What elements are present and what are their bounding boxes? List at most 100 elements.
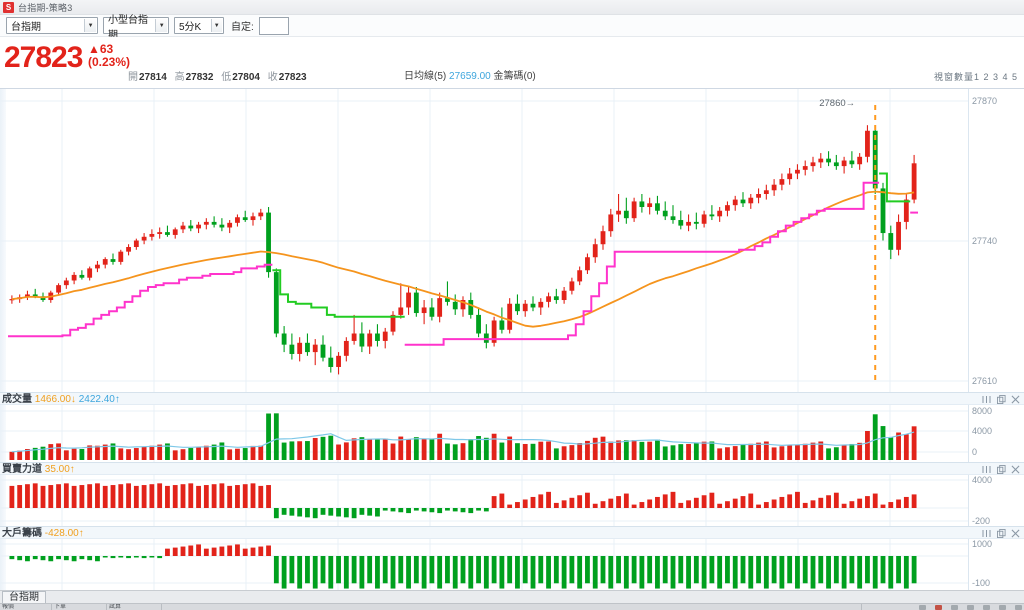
close-icon[interactable]	[1011, 529, 1020, 538]
ma-legend-label: 日均線(5)	[404, 71, 447, 82]
power-panel-rail	[0, 475, 6, 526]
price-axis: 27870 27740 27610	[968, 89, 1024, 392]
chips-axis-tick: 1000	[972, 539, 993, 549]
contract-select-value: 小型台指期	[108, 14, 148, 41]
change-percent: (0.23%)	[88, 55, 131, 69]
tray-icon[interactable]	[919, 605, 926, 610]
settings-sliders-icon[interactable]	[981, 529, 992, 538]
chips-panel-title: 大戶籌碼	[2, 528, 42, 539]
open-value: 27814	[139, 72, 167, 83]
status-bar-icons	[919, 604, 1022, 610]
power-panel-icons	[981, 463, 1020, 476]
bottom-tabbar: 台指期	[0, 590, 1024, 604]
status-cell-spacer	[162, 604, 862, 610]
interval-select-value: 5分K	[179, 22, 202, 33]
power-panel: 買賣力道 35.00↑ 4000 -200	[0, 462, 1024, 526]
price-axis-tick: 27740	[972, 236, 998, 246]
low-value: 27804	[232, 72, 260, 83]
grid-icon[interactable]	[967, 605, 974, 610]
power-chart-svg	[0, 475, 968, 526]
price-plot[interactable]: 27860→	[0, 89, 968, 392]
last-price: 27823	[4, 41, 83, 74]
interval-select[interactable]: 5分K ▼	[174, 17, 224, 34]
window-count-options[interactable]: 1 2 3 4 5	[973, 72, 1018, 82]
chips-axis-tick: -100	[972, 578, 991, 588]
volume-value-down: 1466.00↓	[34, 394, 76, 405]
chips-panel-icons	[981, 527, 1020, 540]
close-value: 27823	[278, 72, 307, 83]
list-icon[interactable]	[1015, 605, 1022, 610]
chart-toolbar: 台指期 ▼ 小型台指期 ▼ 5分K ▼ 自定:	[0, 15, 1024, 41]
chips-panel-rail	[0, 539, 6, 590]
window-titlebar: S 台指期-策略3	[0, 0, 1024, 15]
price-axis-tick: 27610	[972, 376, 998, 386]
copy-icon[interactable]	[997, 395, 1006, 404]
volume-plot[interactable]	[0, 405, 968, 462]
volume-panel-header: 成交量 1466.00↓ 2422.40↑	[0, 392, 1024, 405]
ma-legend-value: 27659.00	[449, 71, 491, 82]
volume-panel: 成交量 1466.00↓ 2422.40↑ 8000 4000 0	[0, 392, 1024, 462]
power-panel-title: 買賣力道	[2, 464, 42, 475]
change-absolute: ▲63	[88, 42, 114, 56]
price-panel: 27860→ 27870 27740 27610	[0, 89, 1024, 392]
close-label: 收	[267, 72, 278, 83]
power-plot[interactable]	[0, 475, 968, 526]
volume-axis: 8000 4000 0	[968, 405, 1024, 462]
status-cell[interactable]: 試算	[107, 604, 162, 610]
status-bar: 報價 下單 試算	[0, 603, 1024, 610]
price-axis-tick: 27870	[972, 96, 998, 106]
volume-value-up: 2422.40↑	[78, 394, 120, 405]
low-label: 低	[221, 72, 232, 83]
custom-interval-label: 自定:	[231, 22, 254, 33]
power-axis-tick: 4000	[972, 475, 993, 485]
window-count-control[interactable]: 視窗數量1 2 3 4 5	[934, 70, 1018, 83]
chips-panel: 大戶籌碼 -428.00↑ 1000 -100	[0, 526, 1024, 590]
settings-sliders-icon[interactable]	[981, 395, 992, 404]
high-label: 高	[174, 72, 185, 83]
ma-legend-extra: 金籌碼(0)	[493, 71, 536, 82]
chips-panel-header: 大戶籌碼 -428.00↑	[0, 526, 1024, 539]
chips-chart-svg	[0, 539, 968, 590]
tab-taiwan-futures[interactable]: 台指期	[2, 591, 46, 604]
ma-legend: 日均線(5) 27659.00 金籌碼(0)	[404, 67, 536, 82]
close-icon[interactable]	[1011, 395, 1020, 404]
bar-icon[interactable]	[983, 605, 990, 610]
status-cell[interactable]: 下單	[52, 604, 107, 610]
volume-chart-svg	[0, 405, 968, 462]
window-title: 台指期-策略3	[18, 2, 73, 13]
chevron-down-icon[interactable]: ▼	[155, 19, 167, 32]
custom-interval-input[interactable]	[258, 16, 289, 35]
copy-icon[interactable]	[997, 529, 1006, 538]
price-chart-svg: 27860→	[0, 89, 968, 392]
close-icon[interactable]	[1011, 465, 1020, 474]
power-value: 35.00↑	[44, 464, 75, 475]
volume-panel-icons	[981, 393, 1020, 406]
alert-icon[interactable]	[935, 605, 942, 610]
power-panel-header: 買賣力道 35.00↑	[0, 462, 1024, 475]
volume-axis-tick: 8000	[972, 406, 993, 416]
copy-icon[interactable]	[997, 465, 1006, 474]
volume-axis-tick: 4000	[972, 426, 993, 436]
volume-axis-tick: 0	[972, 447, 978, 457]
chevron-down-icon[interactable]: ▼	[84, 19, 96, 32]
status-cell[interactable]: 報價	[0, 604, 52, 610]
symbol-select-value: 台指期	[11, 22, 41, 33]
contract-select[interactable]: 小型台指期 ▼	[103, 15, 169, 41]
settings-sliders-icon[interactable]	[981, 465, 992, 474]
window-icon[interactable]	[951, 605, 958, 610]
open-label: 開	[128, 72, 138, 83]
price-change: ▲63 (0.23%)	[88, 43, 130, 69]
chips-axis: 1000 -100	[968, 539, 1024, 590]
symbol-select[interactable]: 台指期 ▼	[6, 17, 98, 34]
chevron-down-icon[interactable]: ▼	[210, 19, 222, 32]
chips-plot[interactable]	[0, 539, 968, 590]
app-logo-icon: S	[3, 1, 14, 13]
quote-header: 27823 ▲63 (0.23%) 開27814 高27832 低27804 收…	[0, 37, 1024, 99]
volume-panel-rail	[0, 405, 6, 462]
high-value: 27832	[185, 72, 214, 83]
volume-panel-title: 成交量	[2, 394, 32, 405]
chips-value: -428.00↑	[44, 528, 84, 539]
power-axis-tick: -200	[972, 516, 991, 526]
chart-icon[interactable]	[999, 605, 1006, 610]
